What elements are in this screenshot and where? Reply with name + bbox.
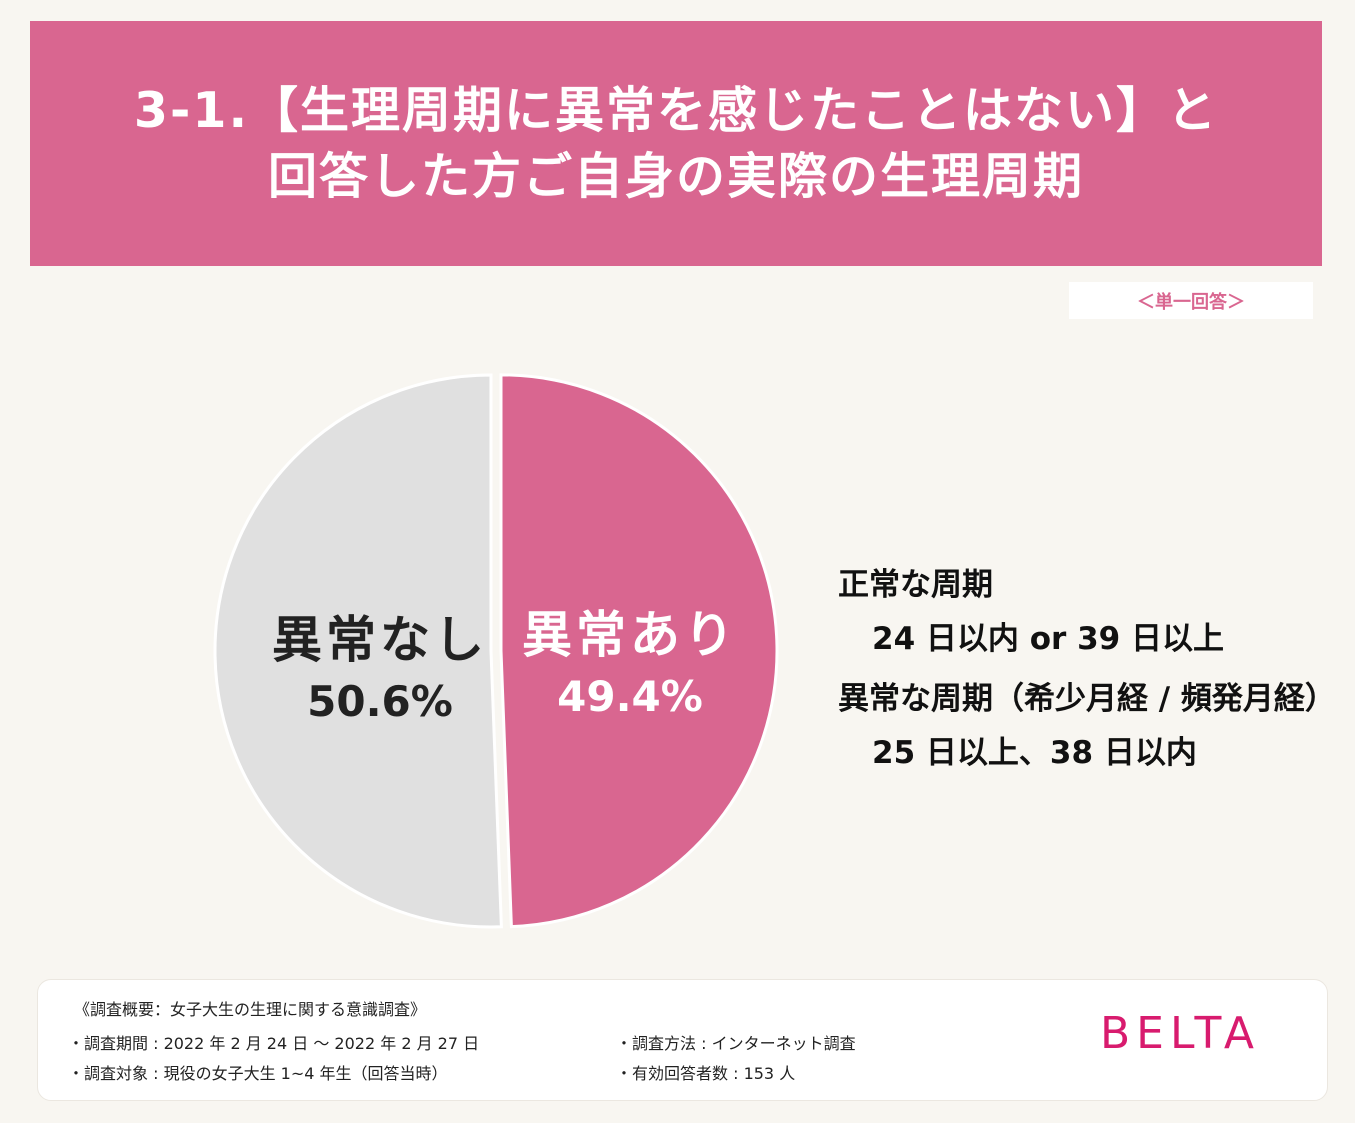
- slice-label-abnormality: 異常あり 49.4%: [505, 604, 755, 728]
- slice-name-no-abnormality: 異常なし: [272, 611, 488, 669]
- survey-summary-title: 《調査概要：女子大生の生理に関する意識調査》: [74, 1000, 427, 1019]
- slice-percent-no-abnormality: 50.6%: [307, 677, 453, 726]
- survey-period: ・調査期間 : 2022 年 2 月 24 日 ～ 2022 年 2 月 27 …: [68, 1034, 480, 1053]
- normal-cycle-detail: 24 日以内 or 39 日以上: [872, 621, 1225, 657]
- normal-cycle-heading: 正常な周期: [838, 567, 993, 603]
- answer-type-badge: ＜単一回答＞: [1069, 282, 1313, 319]
- cycle-definition-notes: 正常な周期 24 日以内 or 39 日以上 異常な周期（希少月経 / 頻発月経…: [838, 558, 1336, 786]
- title-banner: 3-1.【生理周期に異常を感じたことはない】と 回答した方ご自身の実際の生理周期: [30, 21, 1322, 266]
- slice-name-abnormality: 異常あり: [522, 606, 738, 664]
- survey-respondents: ・有効回答者数 : 153 人: [616, 1064, 796, 1083]
- abnormal-cycle-detail: 25 日以上、38 日以内: [872, 735, 1197, 771]
- pie-slice-no-abnormality: [213, 373, 503, 929]
- survey-method: ・調査方法 : インターネット調査: [616, 1034, 856, 1053]
- survey-summary-box: 《調査概要：女子大生の生理に関する意識調査》 ・調査期間 : 2022 年 2 …: [37, 979, 1328, 1101]
- page-title-line-2: 回答した方ご自身の実際の生理周期: [267, 147, 1084, 205]
- slice-label-no-abnormality: 異常なし 50.6%: [270, 609, 490, 733]
- abnormal-cycle-heading: 異常な周期（希少月経 / 頻発月経）: [838, 681, 1336, 717]
- pie-slice-abnormality: [499, 373, 779, 929]
- slice-percent-abnormality: 49.4%: [557, 672, 703, 721]
- survey-target: ・調査対象 : 現役の女子大生 1~4 年生（回答当時）: [68, 1064, 448, 1083]
- belta-logo: BELTA: [1100, 1008, 1261, 1059]
- page-title-line-1: 3-1.【生理周期に異常を感じたことはない】と: [133, 81, 1219, 139]
